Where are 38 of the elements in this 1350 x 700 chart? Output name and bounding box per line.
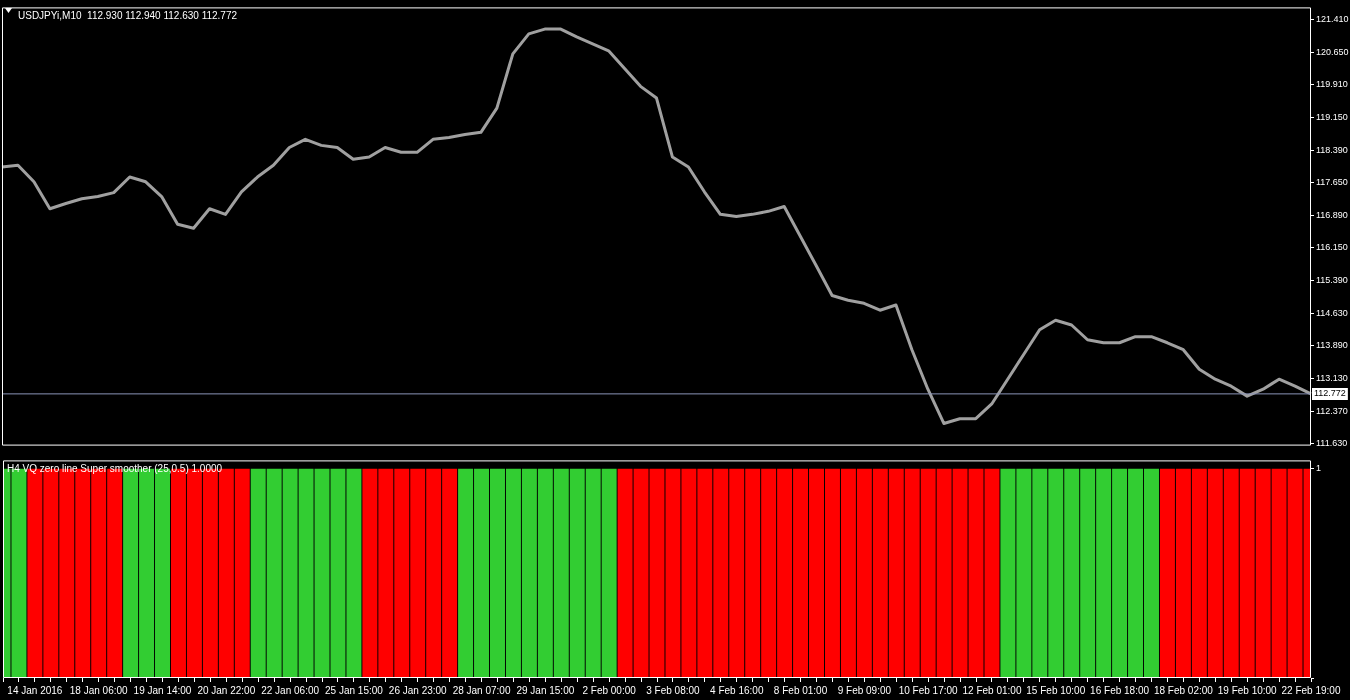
- y-tick-label: 113.130: [1316, 372, 1348, 383]
- x-tick-label: 4 Feb 16:00: [710, 684, 764, 696]
- y-tick-label: 116.150: [1316, 241, 1348, 252]
- x-tick-label: 18 Feb 02:00: [1153, 684, 1214, 696]
- chart-title: USDJPYi,M10 112.930 112.940 112.630 112.772: [18, 10, 238, 22]
- x-tick-label: 29 Jan 15:00: [516, 684, 575, 696]
- x-tick-label: 28 Jan 07:00: [452, 684, 511, 696]
- x-tick-label: 22 Jan 06:00: [261, 684, 320, 696]
- y-tick-label: 121.410: [1316, 13, 1349, 24]
- y-tick-label: 116.890: [1316, 209, 1348, 220]
- y-tick-label: 112.370: [1316, 405, 1348, 416]
- x-tick-label: 25 Jan 15:00: [325, 684, 384, 696]
- x-tick-label: 22 Feb 19:00: [1281, 684, 1341, 696]
- y-tick-label: 113.890: [1316, 339, 1348, 350]
- y-tick-label: 118.390: [1316, 144, 1348, 155]
- x-tick-label: 15 Feb 10:00: [1026, 684, 1086, 696]
- y-tick-label: 117.650: [1316, 176, 1348, 187]
- y-tick-label: 119.150: [1316, 111, 1348, 122]
- x-tick-label: 9 Feb 09:00: [837, 684, 892, 696]
- y-tick-label: 114.630: [1316, 307, 1348, 318]
- x-tick-label: 8 Feb 01:00: [773, 684, 828, 696]
- x-tick-label: 2 Feb 00:00: [582, 684, 637, 696]
- y-tick-label: 1: [1316, 463, 1322, 474]
- x-tick-label: 10 Feb 17:00: [898, 684, 959, 696]
- y-tick-label: 120.650: [1316, 46, 1349, 57]
- ref-line-label: 112.772: [1314, 388, 1346, 399]
- x-tick-label: 16 Feb 18:00: [1090, 684, 1150, 696]
- y-tick-label: 111.630: [1316, 437, 1348, 448]
- x-tick-label: 3 Feb 08:00: [646, 684, 701, 696]
- x-tick-label: 18 Jan 06:00: [69, 684, 129, 696]
- y-tick-label: 119.910: [1316, 78, 1348, 89]
- x-tick-label: 20 Jan 22:00: [197, 684, 256, 696]
- x-tick-label: 26 Jan 23:00: [388, 684, 448, 696]
- x-tick-label: 19 Feb 10:00: [1217, 684, 1278, 696]
- y-tick-label: 115.390: [1316, 274, 1348, 285]
- x-tick-label: 12 Feb 01:00: [962, 684, 1022, 696]
- x-tick-label: 19 Jan 14:00: [133, 684, 192, 696]
- x-tick-label: 14 Jan 2016: [7, 684, 63, 696]
